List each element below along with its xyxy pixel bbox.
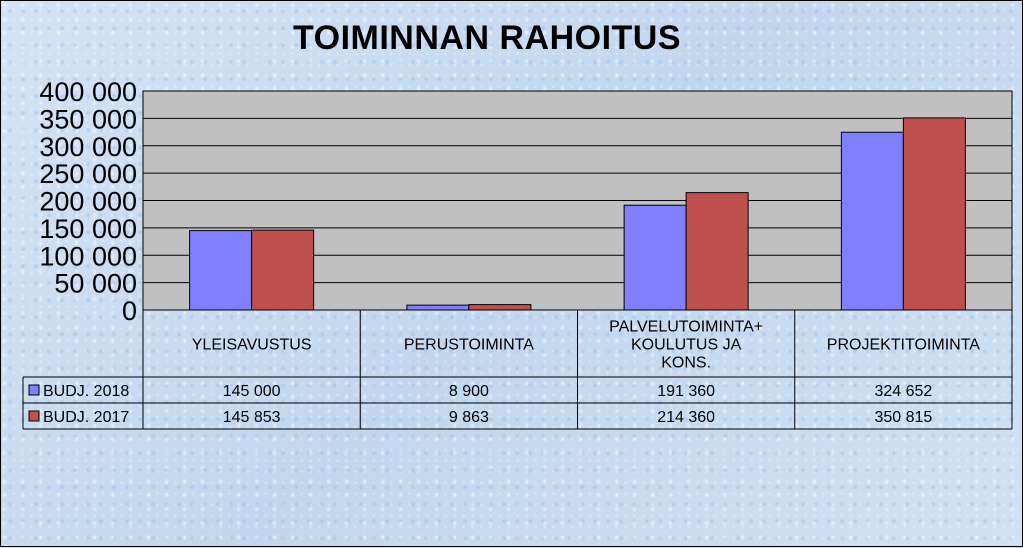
data-label: 8 900 — [449, 383, 489, 400]
y-tick-label: 150 000 — [39, 214, 137, 244]
y-tick-label: 400 000 — [39, 77, 137, 107]
data-label: 214 360 — [657, 409, 715, 426]
data-label: 191 360 — [657, 383, 715, 400]
y-tick-label: 50 000 — [54, 269, 137, 299]
y-tick-label: 0 — [122, 296, 137, 326]
bar — [902, 117, 966, 311]
bar — [685, 192, 749, 311]
data-label: 9 863 — [449, 409, 489, 426]
bar — [189, 230, 253, 311]
category-label: KOULUTUS JA — [631, 337, 742, 354]
category-label: YLEISAVUSTUS — [192, 337, 312, 354]
legend-label: BUDJ. 2018 — [43, 383, 129, 400]
y-tick-label: 100 000 — [39, 241, 137, 271]
legend-key — [28, 384, 40, 396]
chart-title: TOIMINNAN RAHOITUS — [292, 19, 682, 57]
data-label: 145 853 — [223, 409, 281, 426]
data-label: 350 815 — [874, 409, 932, 426]
data-label: 145 000 — [223, 383, 281, 400]
category-label: KONS. — [661, 355, 711, 372]
y-tick-label: 200 000 — [39, 187, 137, 217]
legend-key — [28, 410, 40, 422]
y-tick-label: 250 000 — [39, 159, 137, 189]
legend-label: BUDJ. 2017 — [43, 409, 129, 426]
category-label: PERUSTOIMINTA — [404, 337, 534, 354]
y-tick-label: 350 000 — [39, 104, 137, 134]
category-label: PROJEKTITOIMINTA — [827, 337, 981, 354]
bar — [406, 304, 470, 311]
category-label: PALVELUTOIMINTA+ — [609, 319, 763, 336]
bar — [623, 204, 687, 311]
bar — [840, 131, 904, 311]
y-tick-label: 300 000 — [39, 132, 137, 162]
data-label: 324 652 — [874, 383, 932, 400]
bar — [468, 304, 532, 311]
bar — [251, 229, 315, 311]
